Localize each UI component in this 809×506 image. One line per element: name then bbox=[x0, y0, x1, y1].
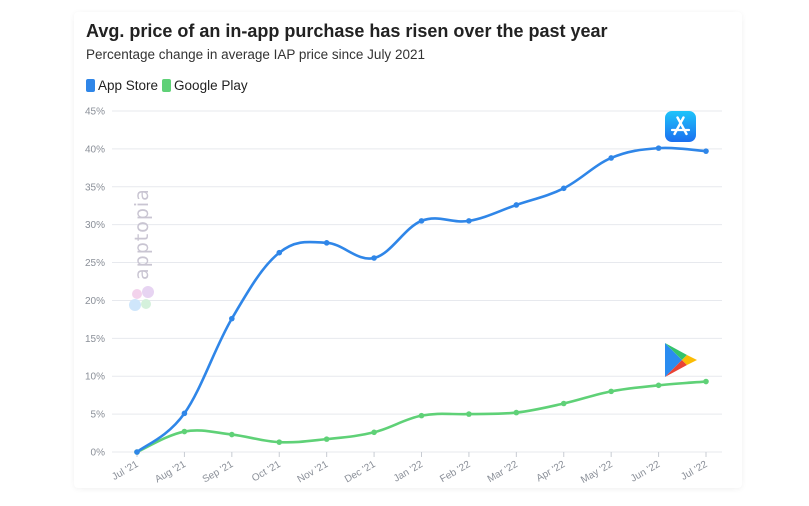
data-point-app-store[interactable] bbox=[229, 315, 235, 322]
y-tick-label: 45% bbox=[85, 107, 105, 118]
data-point-app-store[interactable] bbox=[560, 185, 567, 192]
x-tick-label: Oct '21 bbox=[250, 459, 283, 484]
data-point-app-store[interactable] bbox=[608, 155, 614, 161]
data-point-app-store[interactable] bbox=[703, 148, 709, 154]
data-point-app-store[interactable] bbox=[181, 410, 188, 417]
x-tick-label: Nov '21 bbox=[296, 459, 331, 486]
data-point-google-play[interactable] bbox=[323, 436, 330, 442]
data-point-google-play[interactable] bbox=[276, 439, 283, 445]
watermark-text: apptopia bbox=[131, 188, 153, 280]
data-point-app-store[interactable] bbox=[134, 449, 140, 455]
x-tick-label: Jul '22 bbox=[679, 459, 710, 483]
data-point-google-play[interactable] bbox=[560, 400, 567, 407]
legend-item-app-store[interactable]: App Store bbox=[86, 78, 158, 93]
series-line-app-store bbox=[135, 146, 708, 454]
chart-title: Avg. price of an in-app purchase has ris… bbox=[86, 21, 608, 41]
y-tick-label: 35% bbox=[85, 182, 105, 193]
y-tick-label: 25% bbox=[85, 258, 105, 269]
data-point-google-play[interactable] bbox=[655, 382, 662, 389]
x-tick-label: May '22 bbox=[579, 459, 615, 486]
data-point-google-play[interactable] bbox=[229, 431, 235, 438]
data-point-google-play[interactable] bbox=[703, 378, 709, 385]
data-point-app-store[interactable] bbox=[513, 202, 520, 208]
x-tick-label: Jul '21 bbox=[110, 459, 141, 483]
data-point-google-play[interactable] bbox=[466, 411, 472, 417]
y-tick-label: 5% bbox=[91, 410, 106, 421]
data-point-google-play[interactable] bbox=[608, 388, 614, 395]
x-tick-label: Jan '22 bbox=[392, 459, 426, 485]
app-store-icon bbox=[665, 111, 696, 142]
data-point-app-store[interactable] bbox=[655, 145, 662, 151]
data-point-google-play[interactable] bbox=[371, 429, 377, 436]
chart-card bbox=[74, 12, 742, 488]
legend-swatch-app-store bbox=[86, 79, 95, 92]
y-tick-label: 40% bbox=[85, 144, 105, 155]
data-point-app-store[interactable] bbox=[371, 255, 377, 261]
apptopia-watermark: apptopia bbox=[129, 188, 154, 311]
y-tick-label: 30% bbox=[85, 220, 105, 231]
y-tick-label: 20% bbox=[85, 296, 105, 307]
x-tick-label: Sep '21 bbox=[201, 459, 236, 486]
data-point-app-store[interactable] bbox=[418, 218, 425, 224]
x-tick-label: Aug '21 bbox=[153, 459, 188, 486]
google-play-icon bbox=[665, 343, 697, 377]
grid-layer bbox=[112, 110, 722, 453]
apptopia-logo-icon bbox=[129, 286, 154, 311]
x-tick-label: Apr '22 bbox=[535, 459, 568, 484]
data-point-app-store[interactable] bbox=[276, 249, 283, 256]
x-tick-label: Dec '21 bbox=[343, 459, 378, 486]
y-tick-label: 10% bbox=[85, 372, 105, 383]
chart-subtitle: Percentage change in average IAP price s… bbox=[86, 47, 425, 62]
y-axis: 0% 5% 10% 15% 20% 25% 30% 35% 40% 45% bbox=[85, 107, 105, 459]
legend-label-google-play: Google Play bbox=[174, 78, 248, 93]
data-point-app-store[interactable] bbox=[323, 240, 330, 246]
x-tick-label: Feb '22 bbox=[438, 459, 472, 485]
y-tick-label: 15% bbox=[85, 334, 105, 345]
x-axis: Jul '21 Aug '21 Sep '21 Oct '21 Nov '21 Dec '… bbox=[110, 452, 710, 486]
legend-label-app-store: App Store bbox=[98, 78, 159, 93]
chart-legend: App Store Google Play bbox=[86, 78, 252, 93]
legend-item-google-play[interactable]: Google Play bbox=[162, 78, 248, 93]
legend-swatch-google-play bbox=[162, 79, 172, 92]
series-layer bbox=[134, 145, 709, 455]
x-tick-label: Mar '22 bbox=[486, 459, 520, 485]
data-point-google-play[interactable] bbox=[513, 409, 520, 416]
data-point-google-play[interactable] bbox=[181, 428, 188, 435]
data-point-app-store[interactable] bbox=[466, 218, 472, 224]
data-point-google-play[interactable] bbox=[418, 412, 425, 419]
y-tick-label: 0% bbox=[91, 448, 106, 459]
x-tick-label: Jun '22 bbox=[629, 459, 663, 485]
